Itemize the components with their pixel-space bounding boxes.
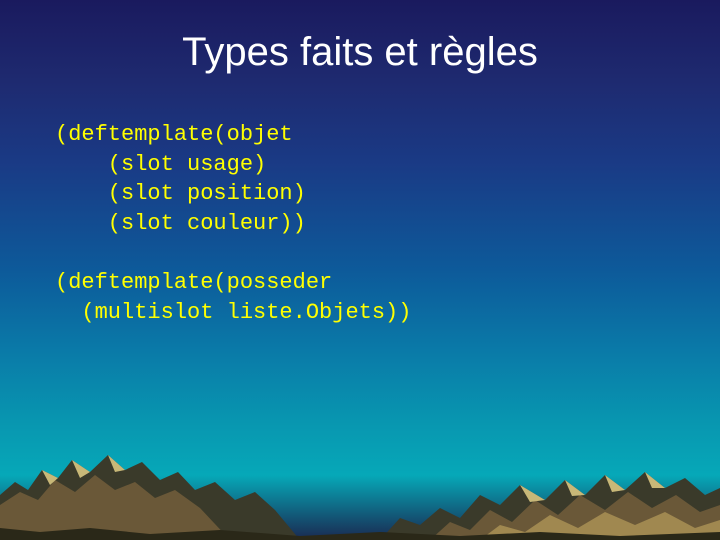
slide: Types faits et règles (deftemplate(objet…: [0, 0, 720, 540]
code-line: (deftemplate(posseder: [55, 270, 332, 295]
slide-title: Types faits et règles: [0, 30, 720, 75]
code-block: (deftemplate(objet (slot usage) (slot po…: [55, 120, 411, 328]
mountains-illustration: [0, 400, 720, 540]
code-line: (deftemplate(objet: [55, 122, 293, 147]
code-line: (slot couleur)): [55, 211, 306, 236]
code-line: (slot usage): [55, 152, 266, 177]
code-line: (multislot liste.Objets)): [55, 300, 411, 325]
code-line: (slot position): [55, 181, 306, 206]
